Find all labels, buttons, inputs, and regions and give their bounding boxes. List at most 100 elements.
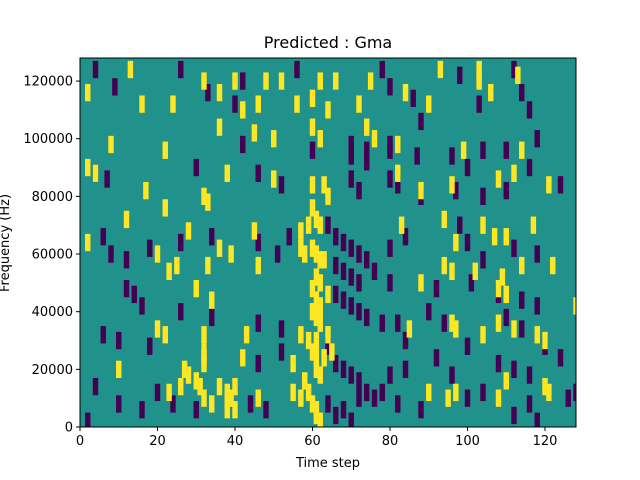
x-tick-label: 80 bbox=[382, 434, 399, 449]
heatmap-cell-low bbox=[503, 308, 509, 327]
heatmap-cell-low bbox=[255, 354, 261, 373]
heatmap-cell-high bbox=[546, 176, 552, 194]
heatmap-cell-high bbox=[232, 72, 238, 90]
heatmap-cell-high bbox=[228, 245, 234, 263]
heatmap-cell-low bbox=[309, 141, 316, 159]
heatmap-cell-high bbox=[251, 124, 258, 142]
heatmap-cell-low bbox=[92, 60, 99, 79]
heatmap-cell-high bbox=[255, 389, 261, 407]
heatmap-cell-high bbox=[305, 331, 312, 350]
heatmap-cell-high bbox=[449, 314, 455, 332]
heatmap-cell-low bbox=[387, 141, 393, 159]
heatmap-cell-high bbox=[298, 389, 304, 407]
heatmap-cell-high bbox=[263, 72, 269, 90]
heatmap-cell-high bbox=[216, 118, 223, 136]
heatmap-cell-high bbox=[418, 181, 424, 200]
heatmap-cell-high bbox=[313, 406, 320, 425]
heatmap-cell-high bbox=[542, 377, 548, 396]
heatmap-cell-low bbox=[519, 83, 525, 102]
heatmap-cell-high bbox=[321, 349, 327, 367]
heatmap-cell-low bbox=[325, 337, 331, 355]
x-tick-label: 40 bbox=[227, 434, 244, 449]
heatmap-cell-high bbox=[453, 383, 459, 402]
heatmap-cell-high bbox=[398, 216, 405, 234]
heatmap-cell-low bbox=[112, 78, 118, 96]
heatmap-cell-low bbox=[449, 147, 455, 165]
heatmap-cell-low bbox=[286, 228, 292, 246]
heatmap-cell-high bbox=[85, 233, 91, 252]
heatmap-cell-high bbox=[503, 285, 509, 304]
heatmap-cell-low bbox=[131, 285, 137, 304]
heatmap-cell-high bbox=[313, 245, 320, 263]
heatmap-cell-low bbox=[333, 228, 339, 246]
heatmap-cell-low bbox=[433, 349, 440, 367]
heatmap-cell-high bbox=[216, 239, 223, 257]
heatmap-cell-low bbox=[534, 297, 540, 315]
heatmap-cell-low bbox=[395, 176, 401, 194]
heatmap-cell-low bbox=[464, 389, 471, 407]
heatmap-cell-low bbox=[116, 395, 122, 413]
heatmap-cell-high bbox=[441, 256, 447, 275]
heatmap-cell-low bbox=[464, 158, 471, 177]
heatmap-cell-low bbox=[364, 308, 370, 327]
heatmap-cell-high bbox=[302, 372, 308, 390]
heatmap-cell-low bbox=[511, 406, 517, 425]
heatmap-cell-low bbox=[240, 72, 246, 90]
heatmap-cell-high bbox=[313, 291, 320, 309]
heatmap-cell-low bbox=[209, 308, 215, 327]
heatmap-cell-high bbox=[302, 245, 308, 263]
heatmap-cell-high bbox=[472, 262, 478, 280]
heatmap-cell-high bbox=[313, 308, 320, 327]
heatmap-cell-low bbox=[263, 401, 269, 419]
heatmap-cell-high bbox=[224, 164, 230, 182]
heatmap-cell-high bbox=[371, 130, 378, 148]
heatmap-cell-high bbox=[511, 164, 517, 182]
heatmap-cell-low bbox=[557, 176, 564, 194]
heatmap-cell-high bbox=[356, 95, 362, 113]
heatmap-cell-high bbox=[309, 239, 316, 257]
heatmap-cell-low bbox=[364, 383, 370, 402]
heatmap-cell-low bbox=[333, 406, 339, 425]
heatmap-cell-high bbox=[170, 95, 176, 113]
heatmap-cell-high bbox=[193, 372, 199, 390]
y-tick-label: 40000 bbox=[32, 305, 73, 320]
heatmap-cell-low bbox=[123, 279, 130, 298]
heatmap-cell-high bbox=[185, 366, 192, 384]
heatmap-cell-high bbox=[309, 199, 316, 217]
heatmap-cell-high bbox=[154, 245, 161, 263]
heatmap-cell-low bbox=[519, 291, 525, 309]
heatmap-cell-high bbox=[251, 222, 258, 240]
heatmap-cell-high bbox=[426, 95, 432, 113]
heatmap-cell-low bbox=[534, 412, 540, 427]
heatmap-cell-high bbox=[224, 401, 230, 419]
heatmap-cell-low bbox=[348, 366, 354, 384]
heatmap-cell-low bbox=[178, 303, 184, 321]
heatmap-cell-high bbox=[395, 164, 401, 182]
heatmap-cell-high bbox=[317, 216, 323, 234]
heatmap-cell-low bbox=[534, 130, 540, 148]
heatmap-cell-low bbox=[565, 389, 571, 407]
heatmap-cell-low bbox=[340, 401, 347, 419]
heatmap-cell-high bbox=[309, 343, 316, 361]
heatmap-cell-high bbox=[309, 89, 316, 108]
heatmap-cell-high bbox=[201, 326, 207, 344]
heatmap-cell-high bbox=[325, 187, 331, 206]
heatmap-cell-high bbox=[127, 60, 134, 79]
heatmap-cell-low bbox=[247, 395, 254, 413]
heatmap-cell-high bbox=[480, 216, 486, 234]
heatmap-cell-low bbox=[193, 401, 199, 419]
heatmap-cell-low bbox=[453, 181, 459, 200]
heatmap-cell-low bbox=[104, 170, 110, 188]
heatmap-cell-low bbox=[402, 228, 409, 246]
heatmap-cell-low bbox=[340, 233, 347, 252]
heatmap-cell-high bbox=[495, 389, 502, 407]
heatmap-cell-high bbox=[185, 222, 192, 240]
heatmap-cell-high bbox=[515, 66, 521, 84]
heatmap-cell-low bbox=[418, 112, 424, 131]
heatmap-cell-low bbox=[147, 239, 153, 257]
heatmap-cell-low bbox=[356, 389, 362, 407]
heatmap-cell-high bbox=[162, 326, 168, 344]
heatmap-cell-low bbox=[154, 383, 161, 402]
heatmap-cell-high bbox=[426, 383, 432, 402]
heatmap-cell-high bbox=[317, 297, 323, 315]
